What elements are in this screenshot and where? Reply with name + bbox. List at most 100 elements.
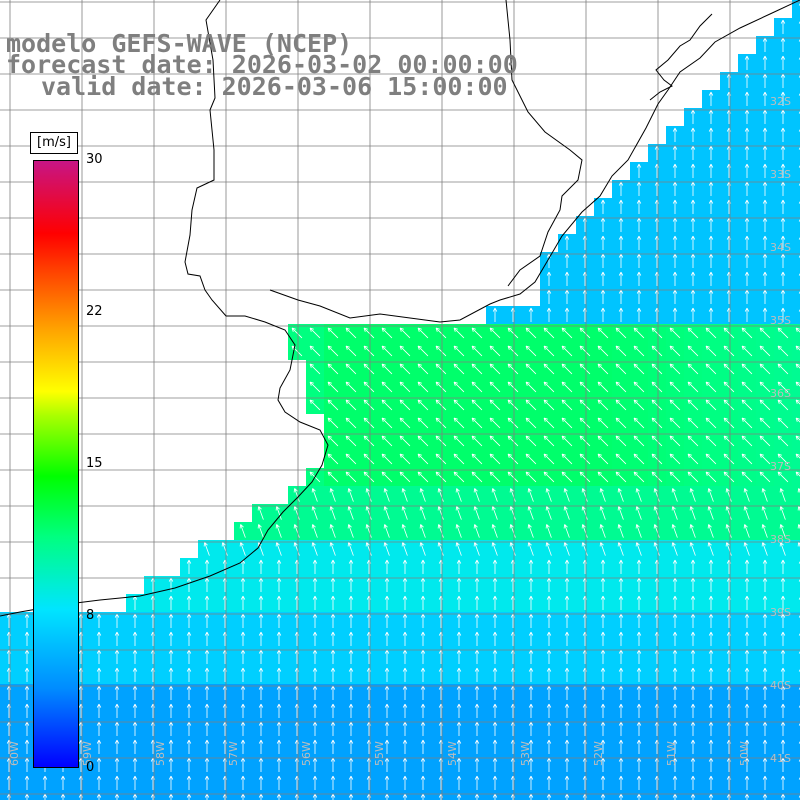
wind-cell <box>792 270 800 288</box>
wind-arrow <box>615 471 627 483</box>
wind-arrow <box>474 703 480 718</box>
wind-arrow <box>474 721 480 736</box>
wind-arrow <box>402 685 408 700</box>
wind-arrow <box>762 793 768 800</box>
wind-arrow <box>618 703 624 718</box>
wind-arrow <box>599 542 606 556</box>
wind-arrow <box>798 165 800 168</box>
wind-arrow <box>186 721 192 736</box>
wind-arrow <box>525 435 537 447</box>
wind-arrow <box>762 703 768 718</box>
wind-arrow <box>456 775 462 790</box>
wind-arrow <box>384 739 390 754</box>
wind-arrow <box>581 488 588 502</box>
wind-arrow <box>168 721 174 736</box>
wind-arrow <box>708 577 714 592</box>
wind-arrow <box>435 327 447 339</box>
wind-arrow <box>705 453 717 465</box>
wind-arrow <box>762 757 768 772</box>
wind-arrow <box>561 435 573 447</box>
wind-arrow <box>276 631 282 646</box>
wind-arrow <box>618 667 624 682</box>
wind-arrow <box>347 488 354 502</box>
wind-arrow <box>384 685 390 700</box>
wind-arrow <box>186 631 192 646</box>
wind-cell <box>792 72 800 90</box>
wind-arrow <box>723 363 735 375</box>
wind-arrow <box>528 739 534 754</box>
wind-arrow <box>437 524 444 538</box>
wind-arrow <box>708 703 714 718</box>
wind-arrow <box>564 595 570 610</box>
wind-arrow <box>762 37 768 52</box>
wind-arrow <box>363 345 375 357</box>
wind-arrow <box>401 488 408 502</box>
wind-arrow <box>599 524 606 538</box>
wind-arrow <box>24 685 30 700</box>
wind-arrow <box>579 363 591 375</box>
longitude-label: 54W <box>446 741 459 766</box>
wind-arrow <box>453 435 465 447</box>
wind-arrow <box>615 417 627 429</box>
wind-arrow <box>777 399 789 411</box>
wind-arrow <box>186 667 192 682</box>
wind-arrow <box>204 559 210 574</box>
wind-arrow <box>240 703 246 718</box>
wind-arrow <box>546 559 552 574</box>
wind-arrow <box>453 363 465 375</box>
wind-arrow <box>312 595 318 610</box>
wind-arrow <box>471 363 483 375</box>
wind-arrow <box>780 127 786 142</box>
wind-arrow <box>474 793 480 800</box>
latitude-label: 35S <box>770 314 791 327</box>
wind-arrow <box>672 145 678 160</box>
wind-arrow <box>798 795 800 798</box>
latitude-label: 36S <box>770 387 791 400</box>
wind-arrow <box>762 613 768 628</box>
wind-arrow <box>420 631 426 646</box>
wind-arrow <box>795 453 800 459</box>
wind-arrow <box>636 793 642 800</box>
wind-arrow <box>60 775 66 790</box>
wind-arrow <box>114 631 120 646</box>
wind-arrow <box>653 542 660 556</box>
wind-arrow <box>546 595 552 610</box>
wind-arrow <box>597 453 609 465</box>
wind-arrow <box>744 793 750 800</box>
wind-arrow <box>24 739 30 754</box>
wind-arrow <box>420 613 426 628</box>
wind-arrow <box>402 595 408 610</box>
wind-arrow <box>561 327 573 339</box>
wind-arrow <box>527 506 534 520</box>
wind-arrow <box>456 577 462 592</box>
wind-arrow <box>672 235 678 250</box>
wind-arrow <box>474 757 480 772</box>
wind-arrow <box>762 577 768 592</box>
wind-arrow <box>744 559 750 574</box>
wind-arrow <box>417 471 429 483</box>
wind-arrow <box>672 721 678 736</box>
wind-cell <box>792 630 800 648</box>
wind-arrow <box>420 595 426 610</box>
wind-arrow <box>96 739 102 754</box>
wind-arrow <box>471 381 483 393</box>
wind-cell <box>792 180 800 198</box>
wind-arrow <box>798 93 800 96</box>
wind-arrow <box>744 181 750 196</box>
wind-arrow <box>795 345 800 351</box>
wind-arrow <box>312 703 318 718</box>
wind-arrow <box>618 217 624 232</box>
wind-arrow <box>275 506 282 520</box>
wind-arrow <box>798 669 800 672</box>
wind-arrow <box>204 775 210 790</box>
wind-arrow <box>744 649 750 664</box>
wind-arrow <box>564 235 570 250</box>
wind-arrow <box>311 524 318 538</box>
wind-arrow <box>489 327 501 339</box>
wind-arrow <box>708 181 714 196</box>
wind-arrow <box>258 757 264 772</box>
wind-arrow <box>762 109 768 124</box>
wind-arrow <box>690 217 696 232</box>
wind-arrow <box>636 235 642 250</box>
wind-arrow <box>489 399 501 411</box>
